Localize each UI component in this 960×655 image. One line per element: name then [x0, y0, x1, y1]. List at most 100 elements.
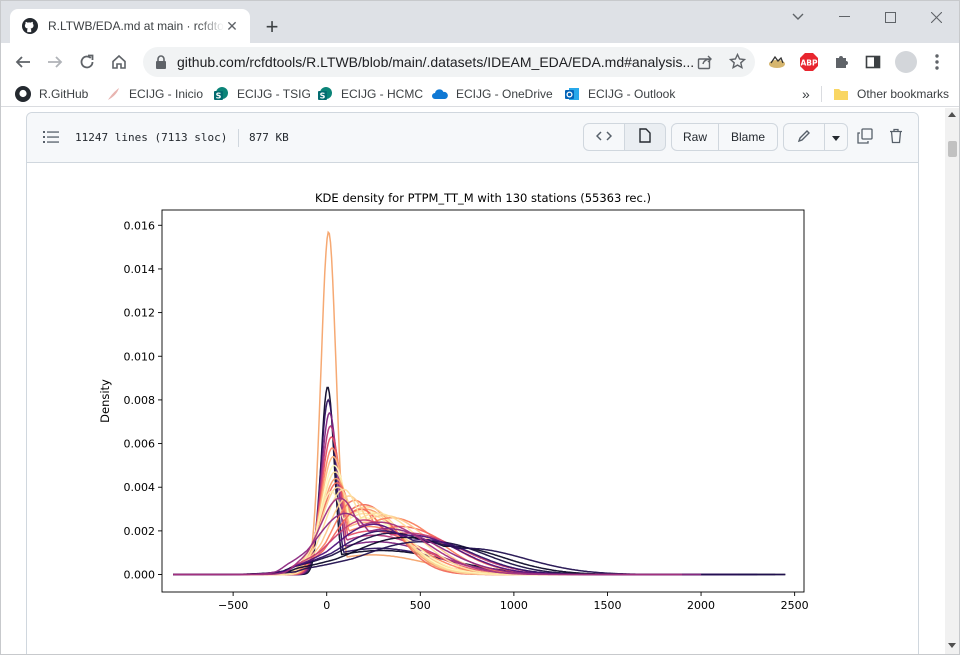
- back-button[interactable]: [9, 48, 37, 76]
- triangle-down-icon: [832, 130, 840, 144]
- y-tick-label: 0.000: [124, 569, 156, 582]
- sharepoint-icon: S: [213, 86, 229, 102]
- adblock-label: ABP: [800, 59, 818, 68]
- share-icon[interactable]: [697, 54, 713, 70]
- github-icon: [22, 18, 38, 34]
- extension-icon[interactable]: [767, 52, 787, 72]
- y-tick-label: 0.002: [124, 525, 156, 538]
- y-tick-label: 0.010: [124, 350, 156, 363]
- bookmark-label: ECIJG - Outlook: [588, 87, 676, 101]
- scrollbar[interactable]: [945, 108, 959, 654]
- onedrive-icon: [432, 86, 448, 102]
- tab-strip: R.LTWB/EDA.md at main · rcfdtools ✕ +: [1, 1, 959, 43]
- y-tick-label: 0.006: [124, 438, 156, 451]
- x-tick-label: 2000: [687, 599, 715, 612]
- y-axis-label: Density: [98, 379, 112, 423]
- chevron-down-icon[interactable]: [775, 1, 821, 33]
- address-bar[interactable]: github.com/rcfdtools/R.LTWB/blob/main/.d…: [143, 47, 755, 77]
- x-tick-label: 1500: [593, 599, 621, 612]
- chart-title: KDE density for PTPM_TT_M with 130 stati…: [315, 191, 651, 205]
- side-panel-icon[interactable]: [863, 52, 883, 72]
- bookmark-ecijg-outlook[interactable]: ECIJG - Outlook: [564, 85, 675, 103]
- bookmarks-bar: R.GitHub ECIJG - Inicio S ECIJG - TSIG S…: [1, 81, 959, 107]
- star-icon[interactable]: [729, 53, 746, 70]
- sharepoint-icon: S: [317, 86, 333, 102]
- adblock-icon[interactable]: ABP: [799, 52, 819, 72]
- bookmark-label: ECIJG - HCMC: [341, 87, 423, 101]
- forward-button[interactable]: [41, 48, 69, 76]
- browser-tab[interactable]: R.LTWB/EDA.md at main · rcfdtools ✕: [10, 9, 250, 43]
- bookmark-ecijg-hcmc[interactable]: S ECIJG - HCMC: [317, 85, 423, 103]
- x-tick-label: −500: [218, 599, 248, 612]
- bookmark-rgithub[interactable]: R.GitHub: [15, 85, 88, 103]
- kde-series-18: [173, 519, 682, 576]
- github-icon: [15, 86, 31, 102]
- minimize-button[interactable]: [821, 1, 867, 33]
- scroll-up-icon[interactable]: [948, 112, 956, 117]
- puzzle-icon[interactable]: [831, 52, 851, 72]
- svg-text:S: S: [320, 92, 326, 101]
- file-size: 877 KB: [249, 131, 289, 144]
- file-container: 11247 lines (7113 sloc) 877 KB Raw Blame: [26, 112, 919, 654]
- kde-series-8: [173, 464, 645, 576]
- scroll-down-icon[interactable]: [948, 643, 956, 648]
- kde-series-2: [173, 398, 719, 576]
- pencil-icon: [797, 129, 811, 146]
- y-tick-label: 0.016: [124, 219, 156, 232]
- kde-series-6: [173, 447, 645, 576]
- menu-icon[interactable]: [927, 52, 947, 72]
- chart-svg: KDE density for PTPM_TT_M with 130 stati…: [98, 191, 809, 612]
- bookmark-ecijg-tsig[interactable]: S ECIJG - TSIG: [213, 85, 311, 103]
- copy-icon[interactable]: [857, 128, 873, 144]
- kde-curves: [173, 230, 786, 576]
- close-icon[interactable]: ✕: [226, 17, 238, 34]
- x-tick-label: 0: [323, 599, 330, 612]
- folder-icon: [833, 86, 849, 102]
- trash-icon[interactable]: [889, 128, 903, 144]
- scroll-thumb[interactable]: [948, 141, 957, 157]
- bookmark-label: ECIJG - OneDrive: [456, 87, 553, 101]
- kde-series-12: [173, 486, 645, 576]
- other-bookmarks[interactable]: Other bookmarks: [833, 85, 949, 103]
- new-tab-button[interactable]: +: [265, 14, 279, 39]
- list-icon[interactable]: [43, 130, 59, 144]
- maximize-button[interactable]: [867, 1, 913, 33]
- divider: [238, 129, 239, 147]
- bookmark-label: R.GitHub: [39, 87, 89, 101]
- y-tick-label: 0.008: [124, 394, 156, 407]
- other-bookmarks-label: Other bookmarks: [857, 87, 950, 101]
- bookmark-label: ECIJG - Inicio: [129, 87, 204, 101]
- bookmarks-overflow-button[interactable]: »: [802, 86, 810, 102]
- kde-series-25: [173, 497, 682, 576]
- feather-icon: [105, 86, 121, 102]
- close-window-button[interactable]: [913, 1, 959, 33]
- browser-toolbar: github.com/rcfdtools/R.LTWB/blob/main/.d…: [1, 43, 959, 81]
- file-icon: [639, 128, 651, 146]
- axes: −500 0 500 1000 1500 2000 2500 0.000 0.002 0.004 0…: [124, 209, 809, 612]
- blame-button[interactable]: Blame: [718, 123, 778, 151]
- x-tick-label: 500: [410, 599, 431, 612]
- url-text: github.com/rcfdtools/R.LTWB/blob/main/.d…: [177, 54, 695, 70]
- line-count: 11247 lines (7113 sloc): [75, 131, 228, 144]
- reload-button[interactable]: [73, 48, 101, 76]
- kde-chart: KDE density for PTPM_TT_M with 130 stati…: [97, 185, 837, 615]
- outlook-icon: [564, 86, 580, 102]
- code-view-button[interactable]: [583, 123, 625, 151]
- edit-button[interactable]: [783, 123, 825, 151]
- bookmark-ecijg-onedrive[interactable]: ECIJG - OneDrive: [432, 85, 553, 103]
- edit-dropdown-button[interactable]: [824, 123, 848, 151]
- bookmark-label: ECIJG - TSIG: [237, 87, 311, 101]
- tab-title: R.LTWB/EDA.md at main · rcfdtools: [48, 19, 224, 33]
- y-tick-label: 0.014: [124, 263, 156, 276]
- divider: [821, 86, 822, 102]
- raw-button[interactable]: Raw: [671, 123, 719, 151]
- home-button[interactable]: [105, 48, 133, 76]
- avatar[interactable]: [894, 50, 918, 74]
- file-header: 11247 lines (7113 sloc) 877 KB Raw Blame: [27, 113, 918, 163]
- preview-button[interactable]: [624, 123, 666, 151]
- kde-series-7: [173, 456, 645, 576]
- bookmark-ecijg-inicio[interactable]: ECIJG - Inicio: [105, 85, 203, 103]
- plot-frame: [161, 209, 805, 593]
- kde-series-0: [173, 230, 645, 576]
